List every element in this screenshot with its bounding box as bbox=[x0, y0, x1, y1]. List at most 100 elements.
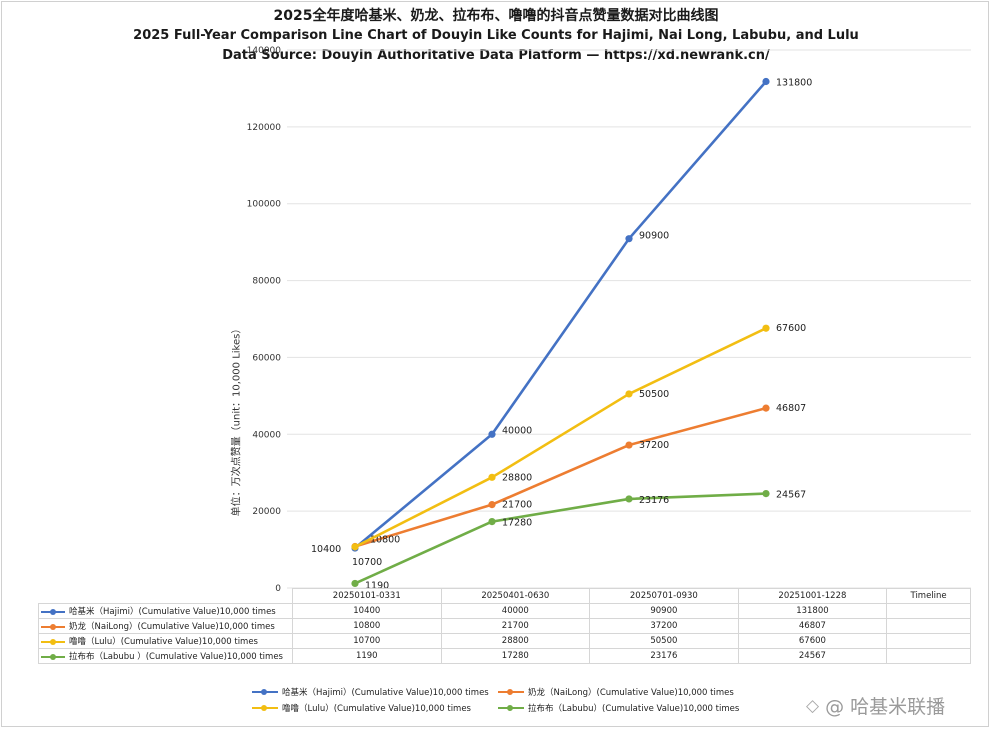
table-header-cell: 20250101-0331 bbox=[292, 588, 442, 604]
y-tick-label: 100000 bbox=[247, 200, 282, 210]
data-point bbox=[762, 324, 770, 332]
data-label: 23176 bbox=[639, 495, 669, 506]
series-line bbox=[354, 406, 767, 548]
table-header-cell: 20250701-0930 bbox=[589, 588, 739, 604]
watermark: ◇ @ 哈基米联播 bbox=[806, 692, 945, 719]
legend-label: 拉布布（Labubu）(Cumulative Value)10,000 time… bbox=[528, 704, 740, 714]
table-cell bbox=[886, 648, 971, 664]
series-line bbox=[354, 80, 767, 550]
chart-subtitle: 2025 Full-Year Comparison Line Chart of … bbox=[133, 28, 859, 43]
data-label: 10400 bbox=[311, 544, 341, 555]
series-line bbox=[354, 492, 767, 585]
data-label: 37200 bbox=[639, 440, 669, 451]
series-marker-icon bbox=[41, 608, 65, 616]
data-point bbox=[488, 517, 496, 526]
data-point bbox=[625, 390, 633, 398]
table-row-label: 奶龙（NaiLong）(Cumulative Value)10,000 time… bbox=[38, 618, 293, 634]
y-tick-label: 60000 bbox=[252, 353, 281, 363]
table-header-cell: 20251001-1228 bbox=[737, 588, 888, 604]
legend-item: 哈基米（Hajimi）(Cumulative Value)10,000 time… bbox=[252, 686, 489, 698]
legend-marker-icon bbox=[498, 688, 524, 696]
weibo-like-icon: ◇ bbox=[806, 695, 820, 716]
data-point bbox=[488, 473, 496, 481]
table-cell: 90900 bbox=[589, 603, 739, 619]
legend-label: 奶龙（NaiLong）(Cumulative Value)10,000 time… bbox=[528, 688, 734, 698]
data-point bbox=[488, 501, 496, 509]
data-point bbox=[351, 543, 359, 551]
legend-marker-icon bbox=[252, 704, 278, 712]
chart-source: Data Source: Douyin Authoritative Data P… bbox=[222, 48, 770, 63]
table-row: 噜噜（Lulu）(Cumulative Value)10,000 times 1… bbox=[38, 633, 971, 649]
table-row: 奶龙（NaiLong）(Cumulative Value)10,000 time… bbox=[38, 618, 971, 634]
data-point bbox=[625, 495, 633, 503]
data-label: 90900 bbox=[639, 231, 669, 242]
table-header-cell: Timeline bbox=[886, 588, 971, 604]
data-point bbox=[351, 579, 359, 588]
data-label: 1190 bbox=[365, 580, 389, 591]
data-label: 40000 bbox=[502, 425, 532, 436]
data-table: 20250101-0331 20250401-0630 20250701-093… bbox=[38, 588, 971, 664]
table-row: 哈基米（Hajimi）(Cumulative Value)10,000 time… bbox=[38, 603, 971, 619]
legend-label: 哈基米（Hajimi）(Cumulative Value)10,000 time… bbox=[282, 688, 489, 698]
data-point bbox=[625, 441, 633, 449]
table-cell: 10700 bbox=[292, 633, 442, 649]
table-cell bbox=[886, 618, 971, 634]
table-cell: 23176 bbox=[589, 648, 739, 664]
data-point bbox=[625, 235, 633, 243]
series-line bbox=[354, 327, 767, 549]
y-axis-label: 单位：万次点赞量（unit：10,000 Likes） bbox=[231, 323, 243, 517]
table-cell: 40000 bbox=[440, 603, 591, 619]
table-header-row: 20250101-0331 20250401-0630 20250701-093… bbox=[38, 588, 971, 604]
data-label: 10700 bbox=[352, 557, 382, 568]
table-corner bbox=[38, 588, 293, 604]
table-cell bbox=[886, 603, 971, 619]
data-label: 131800 bbox=[776, 78, 812, 89]
y-tick-label: 140000 bbox=[247, 46, 282, 56]
legend-item: 噜噜（Lulu）(Cumulative Value)10,000 times bbox=[252, 702, 471, 714]
series-marker-icon bbox=[41, 653, 65, 661]
data-label: 28800 bbox=[502, 472, 532, 483]
series-marker-icon bbox=[41, 638, 65, 646]
table-cell bbox=[886, 633, 971, 649]
table-row-label: 哈基米（Hajimi）(Cumulative Value)10,000 time… bbox=[38, 603, 293, 619]
table-cell: 10800 bbox=[292, 618, 442, 634]
table-cell: 1190 bbox=[292, 648, 442, 664]
data-label: 50500 bbox=[639, 389, 669, 400]
table-cell: 67600 bbox=[737, 633, 888, 649]
table-cell: 50500 bbox=[589, 633, 739, 649]
table-cell: 28800 bbox=[440, 633, 591, 649]
table-cell: 10400 bbox=[292, 603, 442, 619]
table-cell: 37200 bbox=[589, 618, 739, 634]
legend-item: 拉布布（Labubu）(Cumulative Value)10,000 time… bbox=[498, 702, 739, 714]
line-chart: 0200004000060000800001000001200001400001… bbox=[247, 46, 971, 594]
row-label-text: 哈基米（Hajimi）(Cumulative Value)10,000 time… bbox=[69, 607, 276, 617]
data-label: 46807 bbox=[776, 403, 806, 414]
legend-item: 奶龙（NaiLong）(Cumulative Value)10,000 time… bbox=[498, 686, 734, 698]
y-tick-label: 20000 bbox=[252, 507, 281, 517]
data-label: 10800 bbox=[370, 534, 400, 545]
row-label-text: 拉布布（Labubu ）(Cumulative Value)10,000 tim… bbox=[69, 652, 283, 662]
table-cell: 131800 bbox=[737, 603, 888, 619]
row-label-text: 奶龙（NaiLong）(Cumulative Value)10,000 time… bbox=[69, 622, 275, 632]
table-cell: 17280 bbox=[440, 648, 591, 664]
y-tick-label: 80000 bbox=[252, 277, 281, 287]
table-row-label: 拉布布（Labubu ）(Cumulative Value)10,000 tim… bbox=[38, 648, 293, 664]
y-tick-label: 40000 bbox=[252, 430, 281, 440]
data-point bbox=[762, 489, 770, 498]
data-label: 67600 bbox=[776, 323, 806, 334]
chart-title: 2025全年度哈基米、奶龙、拉布布、噜噜的抖音点赞量数据对比曲线图 bbox=[273, 8, 719, 24]
legend-marker-icon bbox=[498, 704, 524, 712]
table-cell: 21700 bbox=[440, 618, 591, 634]
data-point bbox=[762, 404, 770, 412]
data-point bbox=[488, 430, 496, 438]
watermark-text: @ 哈基米联播 bbox=[825, 696, 946, 718]
y-tick-label: 120000 bbox=[247, 123, 282, 133]
data-label: 17280 bbox=[502, 518, 532, 529]
table-cell: 24567 bbox=[737, 648, 888, 664]
data-label: 24567 bbox=[776, 490, 806, 501]
table-row-label: 噜噜（Lulu）(Cumulative Value)10,000 times bbox=[38, 633, 293, 649]
table-row: 拉布布（Labubu ）(Cumulative Value)10,000 tim… bbox=[38, 648, 971, 664]
data-label: 21700 bbox=[502, 500, 532, 511]
table-cell: 46807 bbox=[737, 618, 888, 634]
